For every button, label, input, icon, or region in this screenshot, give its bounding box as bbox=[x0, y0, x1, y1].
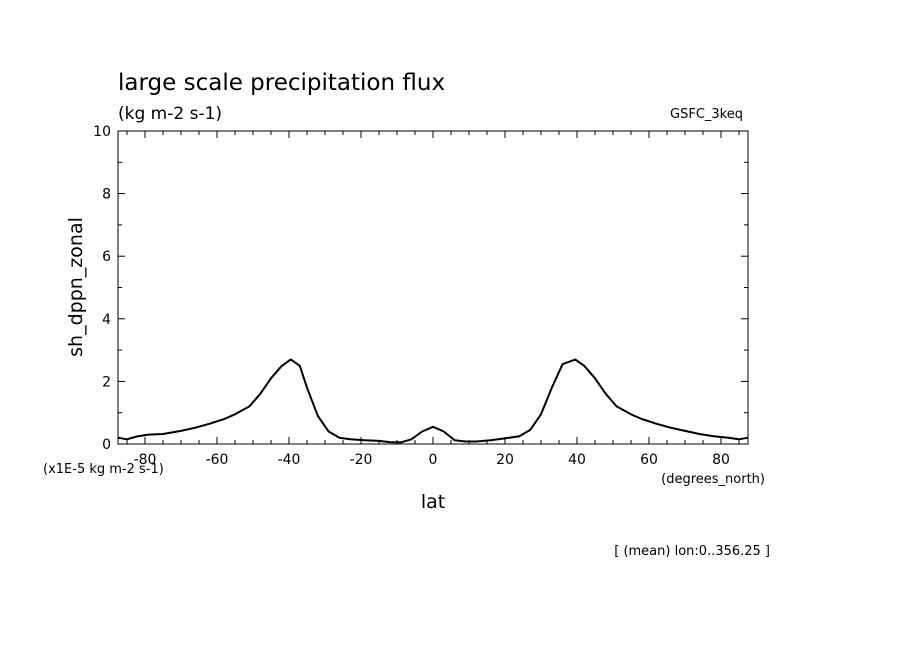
y-tick-label: 8 bbox=[102, 187, 111, 203]
y-scale-note: (x1E-5 kg m-2 s-1) bbox=[43, 462, 164, 477]
x-axis-ticks: -80 -60 -40 -20 0 20 40 60 80 bbox=[126, 131, 740, 468]
y-tick-label: 2 bbox=[102, 374, 111, 390]
x-tick-label: -80 bbox=[134, 452, 157, 468]
y-tick-label: 10 bbox=[93, 124, 111, 140]
y-tick-label: 6 bbox=[102, 249, 111, 265]
plot-frame bbox=[117, 130, 749, 445]
x-axis-label: lat bbox=[421, 491, 445, 513]
x-tick-label: 20 bbox=[496, 452, 514, 468]
x-tick-label: 0 bbox=[429, 452, 438, 468]
footer-note: [ (mean) lon:0..356.25 ] bbox=[614, 544, 770, 559]
x-tick-label: 60 bbox=[640, 452, 658, 468]
model-label: GSFC_3keq bbox=[670, 107, 743, 122]
x-tick-label: -60 bbox=[206, 452, 229, 468]
x-tick-label: -20 bbox=[350, 452, 373, 468]
y-axis-label: sh_dppn_zonal bbox=[65, 217, 87, 357]
x-axis-units: (degrees_north) bbox=[661, 472, 765, 487]
x-tick-label: -40 bbox=[278, 452, 301, 468]
y-tick-label: 4 bbox=[102, 312, 111, 328]
y-axis-ticks: 0 2 4 6 8 10 bbox=[93, 124, 748, 453]
series-line bbox=[117, 358, 749, 444]
chart-title: large scale precipitation flux bbox=[118, 70, 445, 96]
x-tick-label: 40 bbox=[568, 452, 586, 468]
chart-subtitle: (kg m-2 s-1) bbox=[118, 104, 222, 124]
y-tick-label: 0 bbox=[102, 437, 111, 453]
x-tick-label: 80 bbox=[712, 452, 730, 468]
